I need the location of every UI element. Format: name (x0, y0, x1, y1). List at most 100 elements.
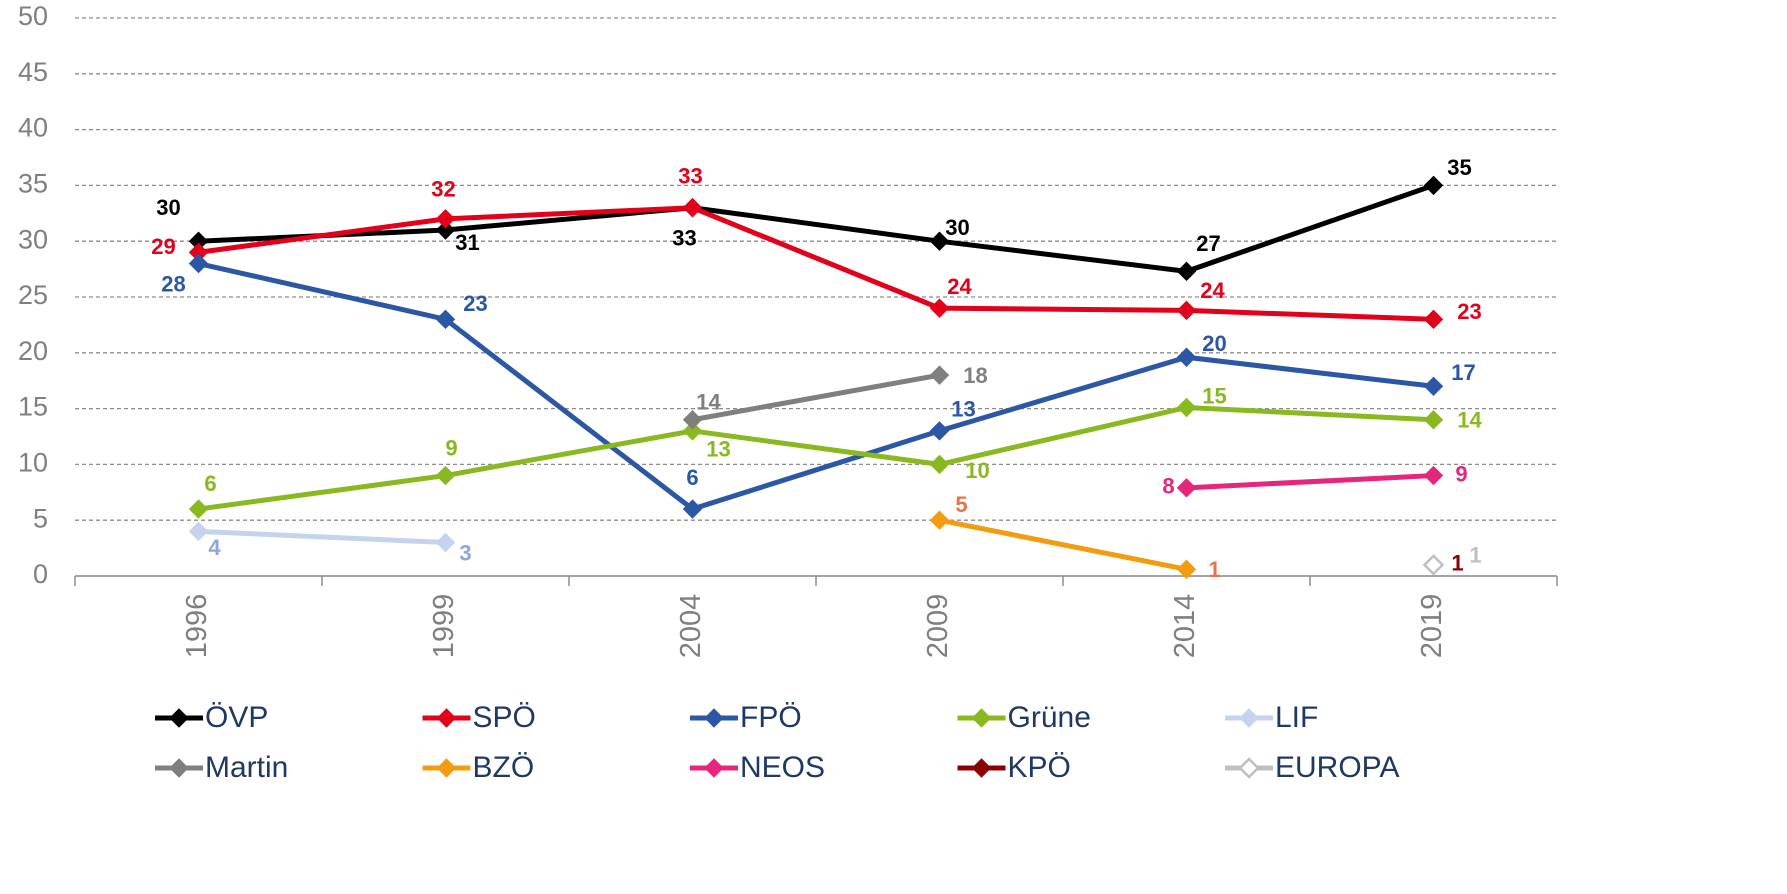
marker (929, 231, 950, 251)
series-line (692, 372, 940, 423)
y-tick-label: 25 (18, 280, 48, 310)
data-label: 27 (1196, 231, 1220, 256)
legend-marker (971, 708, 992, 728)
data-label: 33 (672, 226, 696, 251)
data-label: 3 (459, 540, 471, 565)
marker (1423, 309, 1444, 330)
series-line (939, 517, 1187, 572)
legend-label: Martin (205, 751, 288, 784)
marker (435, 220, 456, 240)
data-label: 1 (1469, 543, 1481, 568)
data-label: 14 (696, 390, 721, 415)
marker (1176, 300, 1197, 321)
marker (435, 309, 456, 330)
legend-marker (704, 758, 724, 778)
x-tick-label: 1996 (181, 594, 213, 659)
data-label: 6 (686, 465, 698, 490)
data-label: 24 (947, 274, 972, 299)
data-label: 30 (156, 195, 180, 220)
marker (1176, 559, 1197, 580)
marker (435, 532, 456, 553)
legend-marker (169, 708, 189, 728)
x-tick-label: 2009 (922, 594, 954, 659)
data-label: 29 (151, 234, 175, 259)
marker (435, 465, 456, 486)
data-label: 28 (161, 271, 185, 296)
data-label: 14 (1457, 408, 1482, 433)
data-label: 23 (463, 291, 487, 316)
series-line (198, 205, 1434, 322)
legend-label: LIF (1275, 701, 1318, 734)
y-tick-label: 50 (18, 1, 48, 31)
legend-label: FPÖ (740, 701, 802, 734)
legend-marker (1238, 757, 1260, 779)
marker (1423, 175, 1444, 196)
marker (929, 365, 950, 385)
data-label: 23 (1457, 299, 1481, 324)
y-tick-label: 10 (18, 448, 48, 478)
legend-label: ÖVP (205, 701, 268, 734)
legend-label: EUROPA (1275, 751, 1399, 784)
legend-marker (436, 758, 457, 778)
data-label: 35 (1447, 155, 1471, 180)
data-label: 9 (445, 435, 457, 460)
marker (1176, 397, 1197, 418)
data-label: 15 (1202, 383, 1226, 408)
data-label: 18 (963, 363, 987, 388)
y-tick-label: 45 (18, 57, 48, 87)
marker (1176, 478, 1197, 498)
marker (929, 510, 950, 530)
marker (929, 298, 950, 318)
data-label: 33 (678, 164, 702, 189)
data-label: 30 (945, 215, 969, 240)
legend-marker (971, 758, 992, 778)
y-tick-label: 0 (33, 559, 48, 589)
y-tick-label: 5 (33, 503, 48, 533)
legend-label: KPÖ (1008, 751, 1071, 784)
y-tick-label: 40 (18, 113, 48, 143)
series-line (197, 261, 1434, 512)
data-label: 17 (1451, 360, 1475, 385)
data-label: 4 (208, 535, 221, 560)
data-label: 20 (1202, 331, 1226, 356)
marker (435, 209, 456, 229)
y-tick-label: 15 (18, 392, 48, 422)
marker (1423, 376, 1444, 396)
marker (188, 253, 209, 274)
data-label: 13 (706, 437, 730, 462)
marker (1176, 347, 1197, 367)
marker (1422, 554, 1445, 576)
data-label: 5 (955, 492, 967, 517)
marker (1423, 465, 1444, 486)
x-tick-label: 2019 (1416, 594, 1448, 659)
data-label: 1 (1208, 557, 1220, 582)
marker (682, 499, 703, 519)
legend-label: SPÖ (473, 701, 536, 734)
marker (682, 198, 703, 218)
x-tick-label: 1999 (428, 594, 460, 659)
marker (682, 421, 703, 441)
series-line (198, 404, 1434, 512)
series-line (198, 183, 1435, 274)
data-label: 8 (1162, 474, 1174, 499)
legend-label: Grüne (1008, 701, 1091, 734)
data-label: 1 (1451, 551, 1463, 576)
x-tick-label: 2014 (1169, 594, 1201, 659)
marker (1423, 410, 1444, 430)
series-line (198, 528, 446, 546)
legend-label: NEOS (740, 751, 825, 784)
marker (1176, 261, 1197, 282)
legend-marker (704, 708, 724, 728)
marker (188, 521, 209, 542)
y-tick-label: 35 (18, 169, 48, 199)
marker (929, 454, 950, 475)
data-label: 6 (204, 471, 216, 496)
legend-marker (436, 708, 457, 728)
y-tick-label: 20 (18, 336, 48, 366)
legend-marker (1239, 708, 1259, 728)
marker (929, 421, 950, 441)
data-label: 32 (431, 177, 455, 202)
marker (188, 499, 209, 519)
y-tick-label: 30 (18, 224, 48, 254)
